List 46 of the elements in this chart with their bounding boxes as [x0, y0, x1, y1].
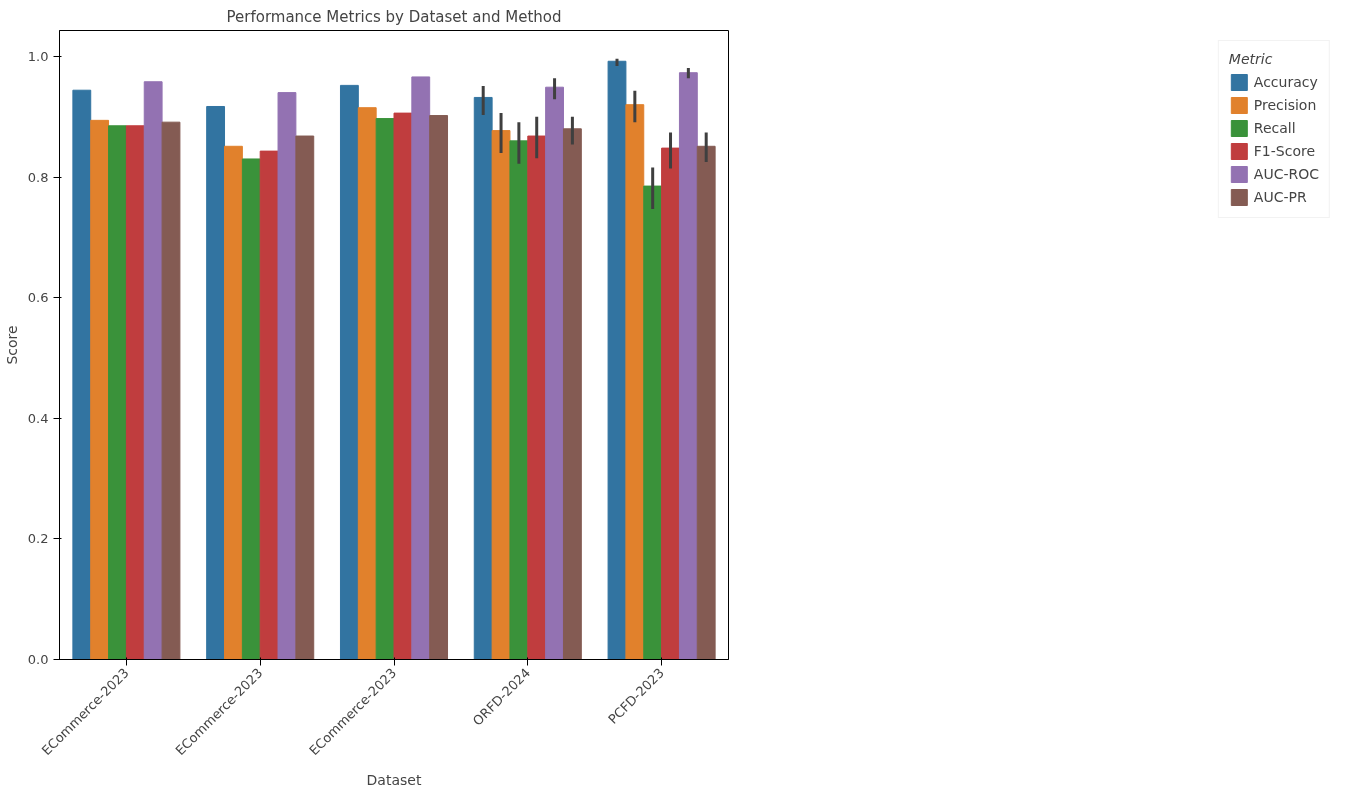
bar	[696, 145, 716, 660]
bar	[206, 105, 226, 660]
bar	[411, 76, 431, 660]
legend-label: Accuracy	[1253, 74, 1318, 90]
bar	[625, 104, 645, 660]
bar	[224, 145, 243, 660]
bar	[90, 119, 110, 660]
bar	[527, 135, 547, 660]
bar	[161, 121, 181, 660]
bar	[429, 115, 449, 660]
bar	[259, 150, 279, 660]
bar	[643, 185, 663, 660]
y-axis-title: Score	[3, 325, 20, 365]
bar	[277, 92, 297, 660]
bar	[143, 81, 163, 660]
legend-label: Precision	[1253, 97, 1317, 113]
y-tick-label: 1.0	[27, 48, 49, 64]
bar	[509, 140, 529, 660]
bar	[108, 125, 127, 660]
bar	[357, 107, 377, 660]
legend-label: AUC-PR	[1253, 189, 1307, 205]
y-tick-label: 0.8	[27, 169, 49, 185]
bar	[339, 84, 359, 660]
legend-title: Metric	[1228, 51, 1274, 67]
bar	[72, 89, 92, 660]
y-tick-label: 0.6	[27, 290, 49, 306]
bar	[491, 130, 511, 660]
x-axis-title: Dataset	[366, 771, 422, 788]
y-tick-label: 0.4	[27, 410, 49, 426]
bar	[295, 135, 315, 660]
legend-label: AUC-ROC	[1253, 166, 1319, 182]
legend-label: Recall	[1253, 120, 1296, 136]
bar	[545, 86, 564, 660]
y-tick-label: 0.2	[27, 531, 49, 547]
bar	[473, 96, 493, 660]
bar	[241, 158, 261, 660]
bar	[125, 125, 145, 660]
bar	[607, 60, 627, 660]
bar	[562, 128, 582, 660]
bar	[375, 118, 395, 660]
bar	[678, 72, 698, 660]
bar	[661, 147, 680, 660]
y-tick-label: 0.0	[27, 652, 49, 667]
chart-title: Performance Metrics by Dataset and Method	[226, 7, 562, 26]
legend-label: F1-Score	[1253, 143, 1316, 159]
bar	[393, 112, 413, 660]
